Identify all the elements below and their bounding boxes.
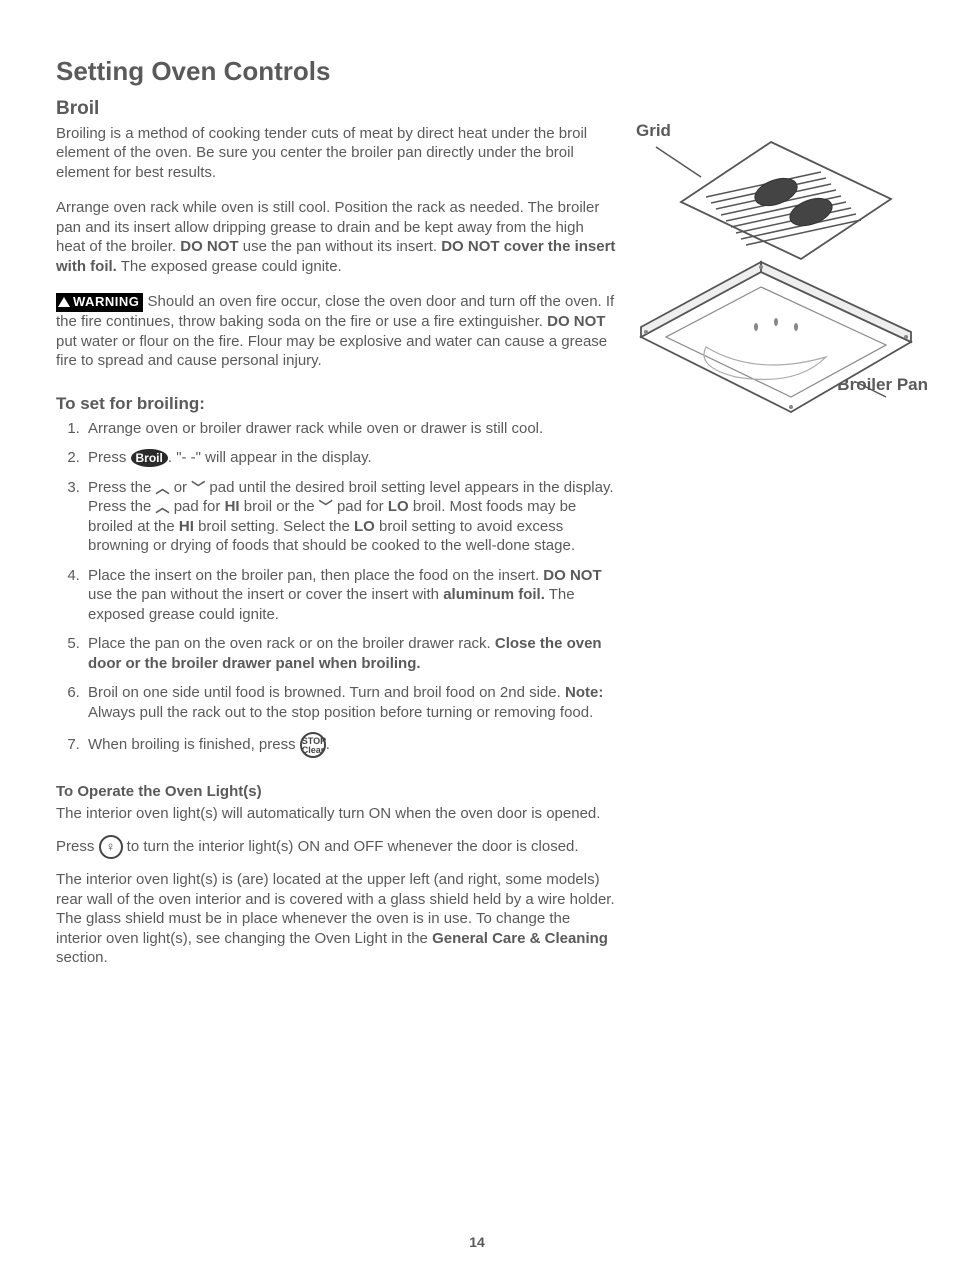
page-number: 14 (56, 1234, 898, 1250)
right-column: Grid Broiler Pan (636, 97, 898, 974)
warning-triangle-icon (58, 297, 70, 307)
warning-block: WARNING Should an oven fire occur, close… (56, 292, 616, 370)
step-7: When broiling is finished, press STOPCle… (84, 732, 616, 758)
page: Setting Oven Controls Broil Broiling is … (0, 0, 954, 1280)
stop-clear-button-icon: STOPClear (300, 732, 326, 758)
step-4: Place the insert on the broiler pan, the… (84, 566, 616, 625)
page-title: Setting Oven Controls (56, 56, 898, 87)
up-arrow-icon: ︿ (156, 500, 170, 514)
up-arrow-icon: ︿ (156, 481, 170, 495)
broil-heading: Broil (56, 97, 616, 122)
broil-rack: Arrange oven rack while oven is still co… (56, 198, 616, 276)
down-arrow-icon: ﹀ (319, 500, 333, 514)
warning-badge: WARNING (56, 293, 143, 312)
oven-light-heading: To Operate the Oven Light(s) (56, 782, 616, 802)
step-5: Place the pan on the oven rack or on the… (84, 634, 616, 673)
light-p1: The interior oven light(s) will automati… (56, 804, 616, 824)
left-column: Broil Broiling is a method of cooking te… (56, 97, 616, 974)
light-p2: Press ♀ to turn the interior light(s) ON… (56, 833, 616, 860)
broil-button-icon: Broil (131, 449, 168, 467)
step-2: Press Broil. "- -" will appear in the di… (84, 448, 616, 468)
broil-p1: Broiling is a method of cooking tender c… (56, 124, 616, 183)
set-broiling-heading: To set for broiling: (56, 393, 616, 415)
step-1: Arrange oven or broiler drawer rack whil… (84, 419, 616, 439)
broil-p2: Arrange oven rack while oven is still co… (56, 198, 616, 276)
step-6: Broil on one side until food is browned.… (84, 683, 616, 722)
light-p3: The interior oven light(s) is (are) loca… (56, 870, 616, 968)
warning-text: WARNING Should an oven fire occur, close… (56, 292, 616, 370)
content-row: Broil Broiling is a method of cooking te… (56, 97, 898, 974)
down-arrow-icon: ﹀ (191, 481, 205, 495)
broiler-pan-diagram (626, 127, 916, 417)
broil-intro: Broiling is a method of cooking tender c… (56, 124, 616, 183)
step-3: Press the ︿ or ﹀ pad until the desired b… (84, 478, 616, 556)
steps-list: Arrange oven or broiler drawer rack whil… (56, 419, 616, 759)
light-button-icon: ♀ (99, 835, 123, 859)
